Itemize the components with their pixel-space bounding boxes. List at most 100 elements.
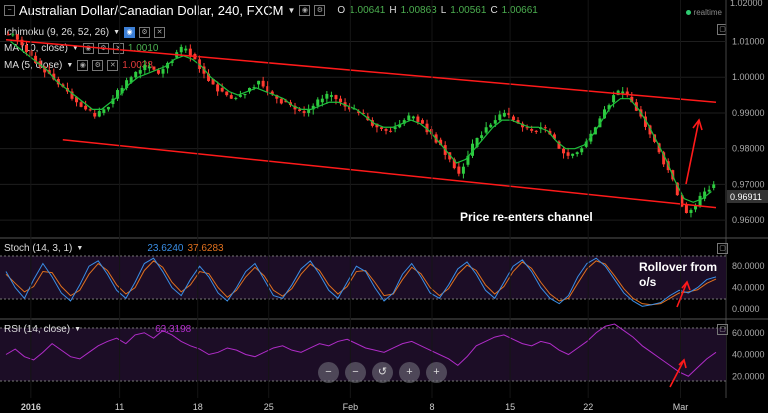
candle-body bbox=[129, 77, 133, 83]
rsi-label[interactable]: RSI (14, close) bbox=[4, 324, 71, 335]
candle-body bbox=[279, 98, 283, 104]
candle-body bbox=[557, 141, 561, 149]
candle-body bbox=[480, 135, 484, 138]
ma5-label[interactable]: MA (5, close) bbox=[4, 60, 63, 71]
live-dot-icon bbox=[685, 10, 691, 15]
candle-body bbox=[166, 62, 170, 69]
candle-body bbox=[612, 95, 616, 103]
scroll-left-icon[interactable]: − bbox=[345, 362, 366, 383]
candle-body bbox=[116, 90, 120, 99]
candle-body bbox=[243, 93, 247, 96]
candle-body bbox=[475, 137, 479, 147]
up-arrow-rsi bbox=[669, 359, 685, 388]
chevron-down-icon[interactable]: ▼ bbox=[66, 62, 74, 69]
chevron-down-icon[interactable]: ▼ bbox=[74, 326, 82, 333]
price-tick-label: 1.01000 bbox=[732, 37, 765, 47]
zoom-out-icon[interactable]: − bbox=[318, 362, 339, 383]
realtime-indicator: realtime bbox=[685, 8, 722, 17]
candle-body bbox=[357, 111, 361, 113]
scroll-right-icon[interactable]: + bbox=[399, 362, 420, 383]
candle-body bbox=[675, 182, 679, 196]
candle-body bbox=[643, 116, 647, 127]
chevron-down-icon[interactable]: ▼ bbox=[113, 29, 120, 36]
chevron-down-icon[interactable]: ▼ bbox=[71, 45, 79, 52]
candle-body bbox=[466, 155, 470, 165]
lower-channel-line[interactable] bbox=[62, 139, 717, 209]
candle-body bbox=[662, 152, 666, 165]
settings-icon[interactable]: ⚙ bbox=[314, 5, 326, 16]
candle-body bbox=[525, 127, 529, 129]
candle-body bbox=[24, 45, 28, 52]
close-label: C bbox=[490, 5, 498, 16]
candle-body bbox=[70, 91, 74, 99]
candle-body bbox=[452, 159, 456, 169]
candle-body bbox=[375, 123, 379, 128]
candle-body bbox=[34, 55, 38, 64]
stoch-legend: Stoch (14, 3, 1) ▼ 23.6240 37.6283 bbox=[4, 243, 224, 254]
rsi-value: 63.3198 bbox=[155, 324, 192, 335]
price-tick-label: 0.99000 bbox=[732, 108, 765, 118]
up-arrow-stoch bbox=[676, 281, 688, 308]
price-tick-label: 0.96000 bbox=[732, 215, 765, 225]
price-tick-partial: 1.02000 bbox=[730, 0, 763, 8]
candle-body bbox=[530, 129, 534, 131]
maximize-icon[interactable]: ▢ bbox=[717, 324, 728, 335]
low-value: 1.00561 bbox=[450, 5, 487, 16]
candle-body bbox=[489, 124, 493, 128]
candle-body bbox=[20, 39, 24, 46]
collapse-icon[interactable]: − bbox=[4, 5, 15, 16]
reset-icon[interactable]: ↺ bbox=[372, 362, 393, 383]
candle-body bbox=[457, 166, 461, 174]
candle-body bbox=[320, 98, 324, 103]
candle-body bbox=[329, 95, 333, 97]
close-icon[interactable]: ✕ bbox=[154, 27, 165, 38]
ma10-label[interactable]: MA (10, close) bbox=[4, 43, 68, 54]
candle-body bbox=[602, 109, 606, 119]
eye-icon[interactable]: ◉ bbox=[299, 5, 311, 16]
zoom-controls: − − ↺ + + bbox=[318, 362, 447, 383]
candle-body bbox=[402, 120, 406, 124]
price-axis-bg bbox=[726, 0, 768, 413]
ichimoku-row: Ichimoku (9, 26, 52, 26) ▼ ◉ ⚙ ✕ bbox=[4, 27, 165, 38]
close-icon[interactable]: ✕ bbox=[107, 60, 119, 71]
eye-icon[interactable]: ◉ bbox=[77, 60, 89, 71]
candle-body bbox=[575, 152, 579, 155]
symbol-title[interactable]: Australian Dollar/Canadian Dollar, 240, … bbox=[19, 3, 284, 18]
candle-body bbox=[111, 98, 115, 105]
settings-icon[interactable]: ⚙ bbox=[139, 27, 150, 38]
chevron-down-icon[interactable]: ▼ bbox=[287, 6, 296, 15]
candle-body bbox=[307, 109, 311, 113]
candle-body bbox=[389, 130, 393, 132]
ichimoku-label[interactable]: Ichimoku (9, 26, 52, 26) bbox=[4, 27, 110, 38]
candle-body bbox=[511, 116, 515, 121]
candle-body bbox=[420, 120, 424, 124]
low-label: L bbox=[440, 5, 447, 16]
eye-icon[interactable]: ◉ bbox=[82, 43, 94, 54]
stoch-label[interactable]: Stoch (14, 3, 1) bbox=[4, 243, 73, 254]
rollover-annotation-line2: o/s bbox=[639, 275, 657, 289]
maximize-icon[interactable]: ▢ bbox=[717, 243, 728, 254]
candle-body bbox=[88, 109, 92, 111]
x-tick-label: 25 bbox=[264, 402, 274, 412]
stoch-tick-label: 40.0000 bbox=[732, 283, 765, 293]
x-tick-label: 11 bbox=[115, 402, 124, 412]
candle-body bbox=[147, 66, 151, 69]
candle-body bbox=[143, 64, 147, 71]
candle-body bbox=[216, 84, 220, 92]
candle-body bbox=[284, 100, 288, 103]
settings-icon[interactable]: ⚙ bbox=[92, 60, 104, 71]
candle-body bbox=[302, 111, 306, 113]
stoch-d-value: 37.6283 bbox=[187, 243, 224, 254]
zoom-in-icon[interactable]: + bbox=[426, 362, 447, 383]
upper-channel-line[interactable] bbox=[5, 38, 717, 103]
x-tick-label: Mar bbox=[673, 402, 689, 412]
chevron-down-icon[interactable]: ▼ bbox=[76, 245, 84, 252]
candle-body bbox=[52, 73, 56, 80]
rsi-legend: RSI (14, close) ▼ 63.3198 bbox=[4, 324, 191, 335]
current-price-label: 0.96911 bbox=[730, 192, 762, 202]
eye-icon[interactable]: ◉ bbox=[124, 27, 135, 38]
candle-body bbox=[261, 80, 265, 87]
candle-body bbox=[384, 129, 388, 131]
candle-body bbox=[698, 195, 702, 206]
